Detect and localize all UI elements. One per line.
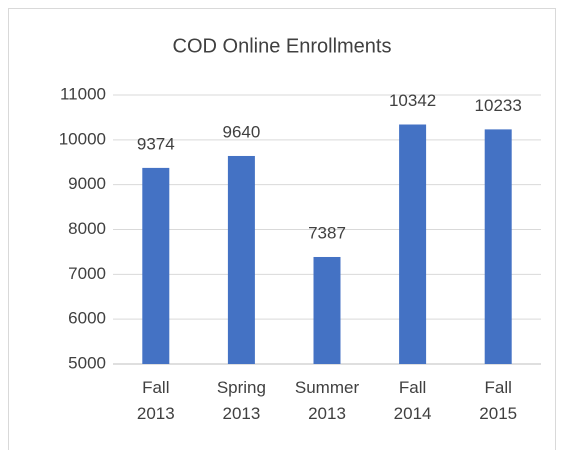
data-label: 10342 [389, 91, 436, 110]
bar [227, 155, 255, 364]
x-tick-label-line: 2013 [308, 404, 346, 423]
y-tick-label: 11000 [60, 84, 106, 103]
x-tick-label-line: Summer [295, 378, 360, 397]
bar [313, 256, 341, 364]
x-tick-label: Summer 2013 [295, 378, 360, 423]
x-tick-label: Fall 2015 [479, 378, 517, 423]
data-label: 7387 [308, 223, 346, 242]
x-tick-label-line: Fall [142, 378, 169, 397]
y-tick-label: 6000 [68, 309, 106, 328]
data-label: 10233 [475, 96, 522, 115]
x-tick-label: Fall 2013 [137, 378, 175, 423]
x-tick-label-line: 2014 [394, 404, 432, 423]
y-tick-label: 5000 [68, 353, 106, 372]
y-tick-label: 8000 [68, 219, 106, 238]
x-tick-label-line: 2013 [222, 404, 260, 423]
bar [399, 124, 427, 364]
x-tick-label-line: 2015 [479, 404, 517, 423]
x-tick-label: Fall 2014 [394, 378, 432, 423]
data-label: 9374 [137, 134, 175, 153]
y-tick-label: 10000 [59, 129, 106, 148]
y-tick-label: 9000 [68, 174, 106, 193]
bar [484, 129, 512, 364]
x-tick-label: Spring 2013 [217, 378, 266, 423]
x-tick-label-line: Fall [399, 378, 426, 397]
data-label: 9640 [222, 122, 260, 141]
chart-title: COD Online Enrollments [173, 35, 392, 57]
x-tick-label-line: 2013 [137, 404, 175, 423]
x-tick-label-line: Spring [217, 378, 266, 397]
bar [142, 167, 170, 364]
y-tick-label: 7000 [68, 264, 106, 283]
x-tick-label-line: Fall [484, 378, 511, 397]
